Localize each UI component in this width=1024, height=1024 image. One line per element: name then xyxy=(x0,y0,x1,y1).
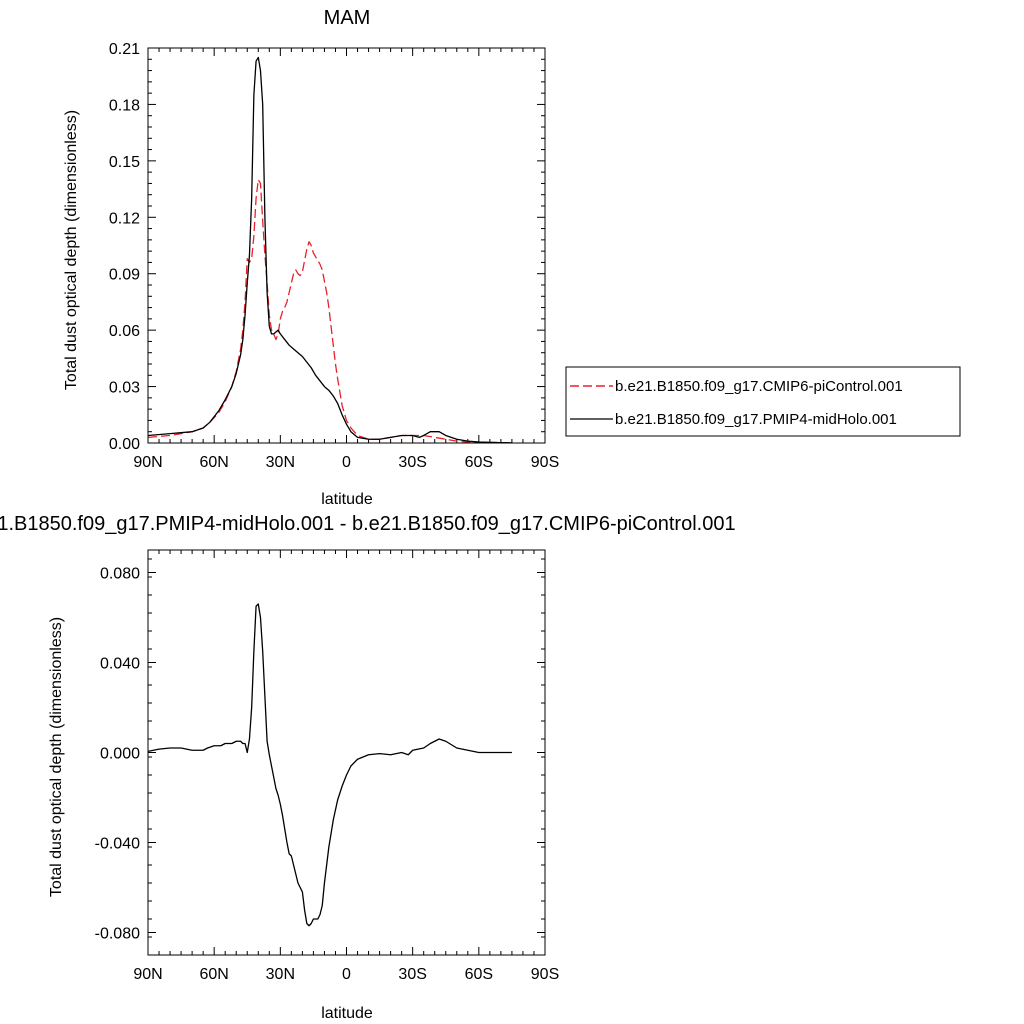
top-x-tick-label: 0 xyxy=(342,454,351,471)
top-series-line-0 xyxy=(147,179,512,444)
bottom-x-tick-label: 30N xyxy=(266,966,295,983)
bottom-panel: b.e21.B1850.f09_g17.PMIP4-midHolo.001 - … xyxy=(0,513,736,1022)
top-series-group xyxy=(147,56,512,444)
top-y-tick-label: 0.15 xyxy=(109,154,140,171)
top-y-tick-label: 0.12 xyxy=(109,210,140,227)
top-x-tick-label: 90N xyxy=(133,454,162,471)
bottom-x-tick-label: 90S xyxy=(531,966,559,983)
bottom-y-tick-label: -0.040 xyxy=(95,836,140,853)
top-x-tick-label: 30S xyxy=(398,454,426,471)
bottom-x-tick-label: 60S xyxy=(465,966,493,983)
bottom-x-tick-label: 30S xyxy=(398,966,426,983)
bottom-y-tick-label: -0.080 xyxy=(95,926,140,943)
bottom-ticks: 90N 60N 30N 0 30S 60S 90S -0.080 -0.040 0.000 0.04… xyxy=(95,550,559,983)
top-x-tick-label: 90S xyxy=(531,454,559,471)
bottom-series-group xyxy=(147,603,512,927)
top-chart-ylabel: Total dust optical depth (dimensionless) xyxy=(63,110,80,390)
top-chart-title: MAM xyxy=(324,7,371,29)
bottom-x-tick-label: 90N xyxy=(133,966,162,983)
top-x-tick-label: 60S xyxy=(465,454,493,471)
bottom-plot-frame xyxy=(147,549,546,956)
bottom-chart-title: b.e21.B1850.f09_g17.PMIP4-midHolo.001 - … xyxy=(0,513,736,535)
top-y-tick-label: 0.21 xyxy=(109,41,140,58)
bottom-x-tick-label: 0 xyxy=(342,966,351,983)
top-x-tick-label: 60N xyxy=(199,454,228,471)
legend-entry-midholo: b.e21.B1850.f09_g17.PMIP4-midHolo.001 xyxy=(615,411,897,428)
bottom-series-line-0 xyxy=(147,603,512,927)
top-series-line-1 xyxy=(147,56,512,444)
bottom-y-tick-label: 0.080 xyxy=(100,566,140,583)
top-legend: b.e21.B1850.f09_g17.CMIP6-piControl.001 … xyxy=(565,366,961,437)
bottom-chart-ylabel: Total dust optical depth (dimensionless) xyxy=(48,617,65,897)
legend-box xyxy=(565,366,961,437)
bottom-y-tick-label: 0.000 xyxy=(100,746,140,763)
top-chart-xlabel: latitude xyxy=(321,491,373,508)
top-plot-frame xyxy=(147,47,546,444)
top-y-tick-label: 0.06 xyxy=(109,323,140,340)
top-y-tick-label: 0.18 xyxy=(109,97,140,114)
top-y-tick-label: 0.03 xyxy=(109,380,140,397)
bottom-y-tick-label: 0.040 xyxy=(100,656,140,673)
bottom-chart-xlabel: latitude xyxy=(321,1005,373,1022)
top-y-tick-label: 0.00 xyxy=(109,436,140,453)
top-panel: MAM Total dust optical depth (dimensionl… xyxy=(63,7,961,508)
top-ticks: 90N 60N 30N 0 30S 60S 90S 0.00 0.03 0.06 0.09 0.12 0… xyxy=(109,41,559,471)
top-x-tick-label: 30N xyxy=(266,454,295,471)
bottom-x-tick-label: 60N xyxy=(199,966,228,983)
legend-entry-picontrol: b.e21.B1850.f09_g17.CMIP6-piControl.001 xyxy=(615,378,903,395)
top-y-tick-label: 0.09 xyxy=(109,267,140,284)
